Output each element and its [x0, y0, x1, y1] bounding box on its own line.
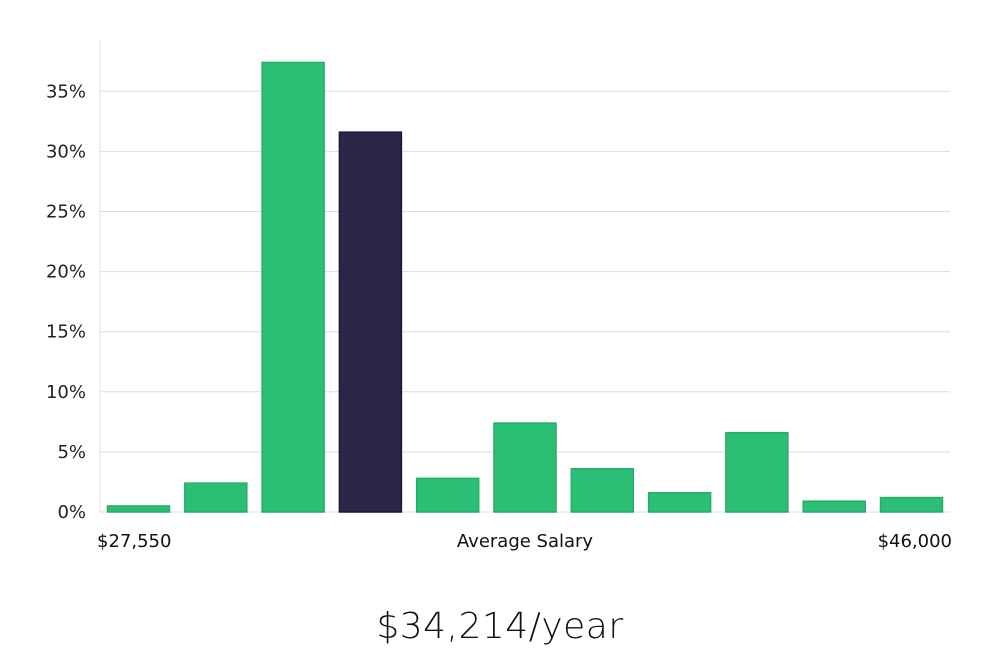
bar: [879, 496, 944, 513]
bar: [725, 431, 789, 513]
gridlines: [100, 90, 950, 513]
y-tick-labels: 0% 5% 10% 15% 20% 25% 30% 35%: [46, 81, 86, 523]
average-salary-figure: $34,214/year: [376, 606, 624, 647]
y-tick-label: 25%: [46, 202, 86, 223]
bar: [493, 422, 557, 513]
bar: [570, 467, 635, 513]
y-tick-label: 15%: [46, 322, 86, 343]
bar-highlighted: [338, 131, 403, 513]
x-axis-min-label: $27,550: [97, 531, 171, 552]
bar: [802, 500, 866, 513]
bar: [261, 61, 325, 513]
y-tick-label: 20%: [46, 262, 86, 283]
y-tick-label: 0%: [57, 502, 86, 523]
y-tick-label: 30%: [46, 141, 86, 162]
bar: [184, 482, 248, 513]
x-axis-max-label: $46,000: [878, 531, 952, 552]
x-axis-label: Average Salary: [457, 531, 594, 552]
y-tick-label: 35%: [46, 81, 86, 102]
y-tick-label: 10%: [46, 382, 86, 403]
bar: [106, 505, 171, 513]
y-tick-label: 5%: [57, 442, 86, 463]
bar: [647, 492, 712, 513]
bars: [106, 61, 944, 513]
bar: [415, 477, 480, 513]
